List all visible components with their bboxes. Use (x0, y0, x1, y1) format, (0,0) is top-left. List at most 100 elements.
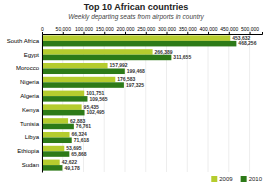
data-label: 109,565 (89, 96, 107, 102)
tick: Kenya (22, 107, 40, 113)
grid-line (249, 34, 250, 172)
tick: Nigeria (20, 79, 40, 85)
tick-label: Morocco (16, 65, 40, 71)
tick-mark (167, 32, 168, 34)
tick-mark (250, 32, 251, 34)
subtitle: Weekly departing seats from airports in … (68, 13, 204, 21)
tick: Morocco (16, 65, 40, 71)
legend-item: 2009 (211, 176, 233, 182)
data-label: 76,761 (76, 123, 92, 129)
grid (42, 34, 250, 172)
data-label: 311,655 (173, 54, 191, 60)
legend-swatch (241, 176, 247, 182)
legend-item: 2010 (241, 176, 263, 182)
y-axis: South Africa Egypt Morocco Nigeria Algeria Ke… (7, 35, 43, 173)
data-label: 65,868 (71, 151, 87, 157)
tick: 250,000 (137, 26, 155, 34)
tick-mark (229, 32, 230, 34)
tick-label: 450,000 (220, 26, 238, 32)
bar (42, 165, 62, 171)
tick-label: 50,000 (56, 26, 72, 32)
bar (42, 124, 74, 130)
chart: Top 10 African countriesWeekly departing… (0, 0, 272, 186)
bar (42, 110, 85, 116)
bar (42, 138, 72, 144)
tick: Libya (25, 134, 40, 140)
data-label: 199,468 (127, 68, 145, 74)
bar (42, 77, 115, 83)
x-axis: 0 50,000100,000150,000200,000250,000300,0… (41, 26, 262, 35)
data-label: 71,618 (74, 137, 90, 143)
tick-label: Nigeria (20, 79, 40, 85)
tick: Sudan (22, 162, 39, 168)
series (42, 35, 230, 165)
title: Top 10 African countries (84, 2, 189, 12)
bar (42, 146, 64, 152)
data-label: 266,389 (155, 49, 173, 55)
bar (42, 91, 84, 97)
tick: 350,000 (179, 26, 197, 34)
bar (42, 41, 236, 47)
tick: 450,000 (220, 26, 238, 34)
bar (42, 82, 124, 88)
tick-label: Egypt (24, 52, 40, 58)
plot: 453,632266,389157,992176,583101,75195,43… (7, 26, 263, 173)
tick-mark (146, 32, 147, 34)
tick: Egypt (24, 52, 40, 58)
tick-label: Libya (25, 134, 40, 140)
tick-mark (208, 32, 209, 34)
tick-label: Ethiopia (17, 148, 39, 154)
series (42, 41, 236, 171)
tick-label: 350,000 (179, 26, 197, 32)
tick-label: 250,000 (137, 26, 155, 32)
legend-label: 2010 (249, 176, 263, 182)
tick-label: Algeria (20, 93, 39, 99)
bar (42, 151, 69, 157)
tick-mark (187, 32, 188, 34)
tick: 150,000 (96, 26, 114, 34)
data-label: 102,495 (87, 109, 105, 115)
bar (42, 160, 60, 166)
tick: South Africa (7, 38, 40, 44)
data-label: 49,178 (64, 165, 80, 171)
axis-domain (42, 35, 43, 173)
tick: 500,000 (241, 26, 259, 34)
tick: Ethiopia (17, 148, 39, 154)
data-label: 197,325 (126, 82, 144, 88)
data-labels: 453,632266,389157,992176,583101,75195,43… (62, 35, 257, 171)
bar (42, 55, 171, 61)
legend: 2009 2010 (211, 176, 262, 182)
bar (42, 35, 230, 41)
bars (42, 35, 236, 170)
tick-label: 500,000 (241, 26, 259, 32)
tick-label: Kenya (22, 107, 40, 113)
bar (42, 49, 153, 55)
tick-mark (104, 32, 105, 34)
tick-label: 400,000 (199, 26, 217, 32)
tick: 200,000 (116, 26, 134, 34)
tick: 400,000 (199, 26, 217, 34)
bar (42, 132, 70, 138)
tick: Algeria (20, 93, 39, 99)
grid-line (228, 34, 229, 172)
bar (42, 104, 82, 110)
bar (42, 118, 68, 124)
grid-line (42, 34, 43, 172)
data-label: 157,992 (110, 62, 128, 68)
bar (42, 63, 108, 69)
axis-domain (43, 32, 263, 35)
tick-mark (84, 32, 85, 34)
tick: 50,000 (56, 26, 72, 34)
tick-mark (125, 32, 126, 34)
legend-swatch (211, 176, 217, 182)
tick-label: 0 (41, 26, 44, 32)
tick-mark (63, 32, 64, 34)
tick-label: 300,000 (158, 26, 176, 32)
bar (42, 69, 125, 75)
tick: 100,000 (75, 26, 93, 34)
tick: 300,000 (158, 26, 176, 34)
tick-label: 150,000 (96, 26, 114, 32)
data-label: 468,256 (238, 40, 256, 46)
legend-label: 2009 (219, 176, 233, 182)
tick-label: 100,000 (75, 26, 93, 32)
